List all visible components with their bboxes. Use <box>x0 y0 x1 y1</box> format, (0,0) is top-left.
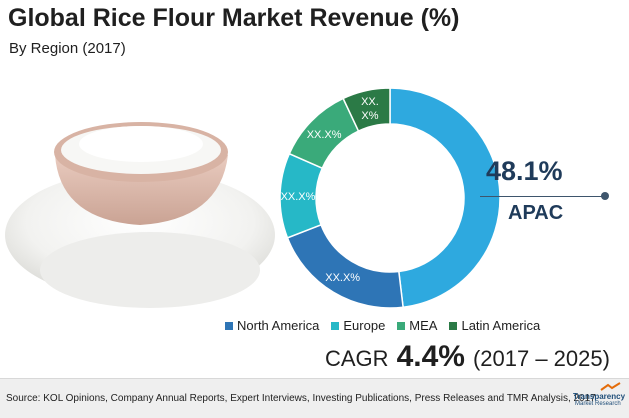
legend-label: Latin America <box>461 318 541 333</box>
legend-swatch <box>397 321 406 330</box>
legend-swatch <box>225 321 233 330</box>
company-logo: Transparency Market Research <box>573 382 627 416</box>
apac-label: APAC <box>508 202 564 224</box>
donut-slice-latin-america <box>342 87 391 133</box>
page-title: Global Rice Flour Market Revenue (%) <box>8 4 460 32</box>
slice-data-label: XX.X% <box>325 272 360 284</box>
legend-item-mea: MEA <box>397 318 437 333</box>
donut-slice-apac <box>389 87 501 309</box>
legend-item-north-america: North America <box>225 318 319 333</box>
slice-data-label: XX.X% <box>361 96 379 122</box>
legend-label: North America <box>237 318 320 333</box>
page-subtitle: By Region (2017) <box>9 40 126 57</box>
donut-slice-north-america <box>286 223 404 309</box>
logo-subtext: Market Research <box>575 401 621 407</box>
donut-chart: XX.X% XX.X% XX.X% XX. X% <box>279 87 501 309</box>
legend-label: MEA <box>409 318 438 333</box>
slice-data-label: XX.X% <box>307 129 342 141</box>
cagr-banner: CAGR 4.4% (2017 – 2025) <box>325 340 610 374</box>
legend-item-europe: Europe <box>331 318 385 333</box>
slice-data-label: XX.X% <box>281 191 316 203</box>
legend-swatch <box>449 321 458 330</box>
callout-line <box>480 196 606 197</box>
cagr-value: 4.4% <box>396 340 465 373</box>
legend-item-latin-america: Latin America <box>449 318 540 333</box>
legend-label: Europe <box>343 318 386 333</box>
legend-swatch <box>331 321 340 330</box>
source-note: Source: KOL Opinions, Company Annual Rep… <box>6 393 596 404</box>
logo-arrow-icon <box>600 382 621 391</box>
chart-legend: North America Europe MEA Latin America <box>225 318 540 333</box>
rice-flour-bowl-image <box>5 122 275 308</box>
apac-share-value: 48.1% <box>486 156 563 186</box>
cagr-period: (2017 – 2025) <box>472 346 610 371</box>
cagr-label: CAGR <box>325 346 389 371</box>
logo-text: Transparency <box>573 392 626 401</box>
callout-dot <box>601 192 609 200</box>
footer-bar: Source: KOL Opinions, Company Annual Rep… <box>0 378 629 418</box>
